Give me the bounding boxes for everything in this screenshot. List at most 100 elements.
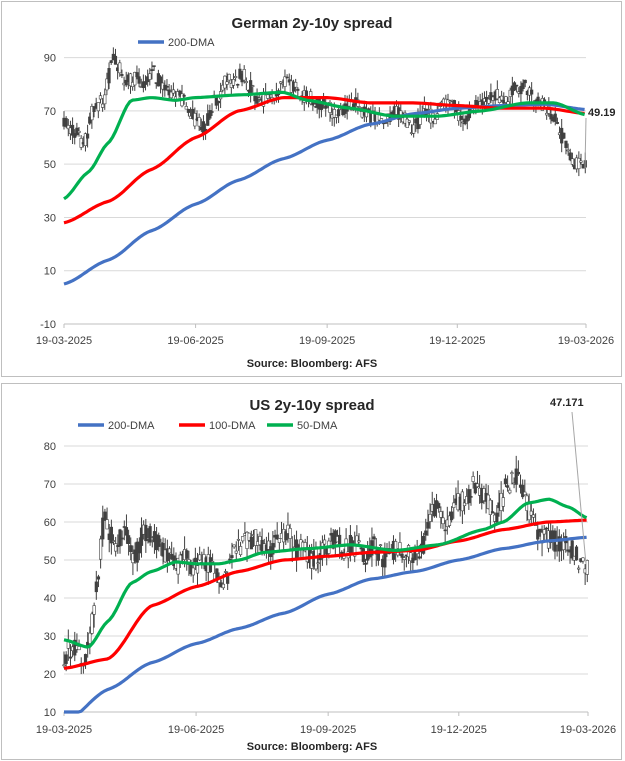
chart2-spread-candle [529, 510, 533, 516]
chart2-x-tick-label: 19-12-2025 [431, 724, 487, 736]
chart1-spread-candle [109, 60, 113, 63]
chart2-spread-candle [303, 542, 307, 552]
chart2-spread-candle [64, 654, 68, 664]
chart2-spread-candle [103, 511, 107, 521]
chart2-spread-candle [105, 519, 109, 530]
chart1-spread-candle [64, 118, 68, 127]
chart1-spread-candle [328, 101, 332, 113]
chart1-spread-candle [124, 79, 128, 86]
chart1-spread-candle [500, 95, 504, 101]
chart2-spread-candle [277, 538, 281, 543]
us-spread-chart: US 2y-10y spread 10 20 30 40 50 60 70 80 19-03-20… [1, 383, 622, 760]
chart2-50-dma-line [63, 497, 588, 649]
chart1-spread-candle [225, 81, 229, 85]
chart2-spread-candle [122, 526, 126, 528]
chart2-x-tick-label: 19-03-2026 [560, 724, 616, 736]
chart1-spread-candle [412, 124, 416, 134]
chart1-spread-candle [171, 89, 176, 94]
chart2-spread-candle [471, 476, 475, 482]
chart2-spread-candle [506, 485, 510, 488]
chart2-spread-candle [475, 483, 480, 487]
chart2-spread-candle [266, 540, 271, 550]
chart2-spread-candle [503, 478, 508, 485]
chart2-spread-candle [450, 511, 454, 521]
chart1-spread-candle [465, 115, 469, 122]
chart1-spread-candle [158, 76, 163, 86]
chart2-spread-candle [361, 548, 365, 562]
chart1-spread-candle [495, 89, 499, 100]
chart2-spread-candle [96, 576, 101, 580]
chart1-y-tick-label: -10 [40, 319, 56, 331]
chart2-spread-candle [394, 541, 398, 554]
chart2-spread-candle [521, 484, 525, 498]
chart2-spread-candle [426, 522, 430, 529]
chart1-spread-candle [184, 106, 188, 110]
chart2-spread-candle [114, 543, 118, 552]
chart2-spread-candle [284, 531, 288, 541]
chart2-spread-candle [191, 567, 195, 576]
chart1-spread-candle [150, 69, 154, 71]
chart2-spread-candle [236, 538, 241, 541]
chart2-spread-candle [254, 529, 258, 546]
chart2-y-tick-label: 20 [44, 669, 56, 681]
chart1-x-tick-label: 19-03-2026 [558, 335, 614, 347]
chart2-spread-candle [443, 529, 447, 532]
chart2-y-tick-label: 10 [44, 707, 56, 719]
chart2-spread-candle [124, 527, 129, 536]
chart2-y-tick-label: 30 [44, 631, 56, 643]
chart1-spread-candle [405, 118, 409, 129]
chart1-spread-candle [279, 81, 283, 84]
chart1-spread-candle [234, 76, 238, 79]
chart1-spread-candle [231, 79, 236, 86]
chart1-spread-candle [332, 109, 336, 118]
chart1-spread-candle [70, 124, 75, 136]
chart1-spread-candle [433, 118, 437, 125]
chart1-spread-candle [244, 81, 248, 84]
chart1-spread-candle [566, 149, 570, 152]
chart1-spread-candle [579, 160, 583, 163]
chart1-spread-candle [577, 157, 581, 170]
chart1-spread-candle [523, 79, 527, 84]
chart1-y-tick-label: 90 [44, 53, 56, 65]
chart1-spread-candle [118, 62, 122, 74]
chart2-spread-candle [127, 535, 131, 544]
chart2-spread-candle [536, 529, 540, 540]
chart2-spread-candle [288, 528, 292, 539]
chart1-spread-candle [251, 85, 255, 87]
chart2-spread-candle [193, 557, 197, 563]
chart1-spread-candle [296, 88, 300, 91]
chart2-spread-candle [144, 524, 148, 542]
chart2-spread-candle [159, 542, 163, 544]
chart1-spread-candle [459, 116, 463, 120]
chart1-spread-candle [294, 81, 298, 88]
chart2-annotation-leader [571, 411, 587, 565]
chart1-spread-candle [227, 73, 231, 81]
chart1-spread-candle [208, 110, 212, 119]
us-spread-chart-svg: US 2y-10y spread 10 20 30 40 50 60 70 80 19-03-20… [36, 397, 616, 753]
chart1-spread-candle [570, 158, 575, 165]
chart1-spread-candle [210, 111, 214, 113]
chart2-spread-candle [424, 530, 428, 536]
chart1-x-tick-label: 19-06-2025 [167, 335, 223, 347]
chart2-spread-candle [241, 536, 245, 542]
chart1-spread-candle [186, 108, 191, 113]
chart1-spread-candle [336, 109, 341, 117]
chart2-spread-candle [83, 654, 88, 663]
chart2-x-tick-label: 19-06-2025 [168, 724, 224, 736]
german-spread-chart: German 2y-10y spread -10 10 30 50 70 90 19-03-2… [1, 1, 622, 377]
chart2-y-tick-label: 80 [44, 441, 56, 453]
chart2-spread-candle [178, 554, 182, 562]
chart1-spread-candle [403, 112, 407, 124]
chart2-spread-candle [544, 527, 548, 530]
chart1-spread-candle [90, 106, 94, 121]
chart1-spread-candle [407, 120, 411, 123]
chart2-spread-candle [437, 503, 441, 509]
chart1-spread-candle [85, 133, 90, 139]
chart2-100-dma-line [63, 518, 587, 670]
chart2-spread-candle [462, 502, 467, 507]
chart2-spread-candle [230, 555, 234, 559]
chart1-spread-candle [457, 110, 461, 122]
chart2-spread-candle [441, 517, 445, 525]
chart1-spread-candle [515, 84, 519, 87]
chart2-spread-candle [137, 541, 141, 554]
